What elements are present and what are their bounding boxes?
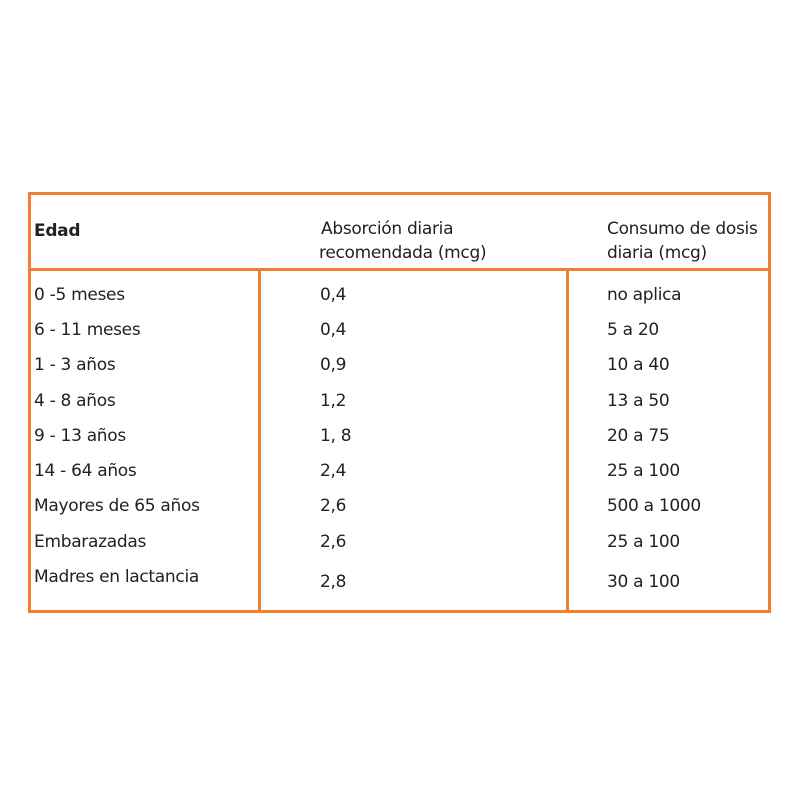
column-divider <box>258 271 261 610</box>
header-absorcion-line2: recomendada (mcg) <box>319 243 487 263</box>
cell-absorcion: 1,2 <box>320 391 347 411</box>
cell-absorcion: 2,6 <box>320 532 347 552</box>
cell-consumo: 13 a 50 <box>607 391 670 411</box>
cell-consumo: 5 a 20 <box>607 320 659 340</box>
cell-absorcion: 2,8 <box>320 572 347 592</box>
cell-edad: Embarazadas <box>34 532 147 552</box>
column-divider <box>566 271 569 610</box>
cell-edad: Madres en lactancia <box>34 567 199 587</box>
cell-edad: 0 -5 meses <box>34 285 125 305</box>
cell-absorcion: 0,9 <box>320 355 347 375</box>
header-consumo-line1: Consumo de dosis <box>607 219 758 239</box>
cell-consumo: 25 a 100 <box>607 532 680 552</box>
cell-absorcion: 2,4 <box>320 461 347 481</box>
cell-edad: 4 - 8 años <box>34 391 116 411</box>
cell-edad: 6 - 11 meses <box>34 320 141 340</box>
cell-absorcion: 1, 8 <box>320 426 352 446</box>
cell-edad: 9 - 13 años <box>34 426 126 446</box>
cell-edad: 1 - 3 años <box>34 355 116 375</box>
cell-consumo: 30 a 100 <box>607 572 680 592</box>
cell-consumo: no aplica <box>607 285 682 305</box>
header-consumo-line2: diaria (mcg) <box>607 243 707 263</box>
cell-edad: Mayores de 65 años <box>34 496 200 516</box>
cell-edad: 14 - 64 años <box>34 461 137 481</box>
cell-consumo: 10 a 40 <box>607 355 670 375</box>
header-divider <box>31 268 768 271</box>
header-absorcion-line1: Absorción diaria <box>321 219 454 239</box>
cell-absorcion: 0,4 <box>320 285 347 305</box>
cell-consumo: 25 a 100 <box>607 461 680 481</box>
header-edad: Edad <box>34 221 81 241</box>
cell-absorcion: 0,4 <box>320 320 347 340</box>
cell-absorcion: 2,6 <box>320 496 347 516</box>
cell-consumo: 20 a 75 <box>607 426 670 446</box>
data-table <box>28 192 771 613</box>
cell-consumo: 500 a 1000 <box>607 496 701 516</box>
